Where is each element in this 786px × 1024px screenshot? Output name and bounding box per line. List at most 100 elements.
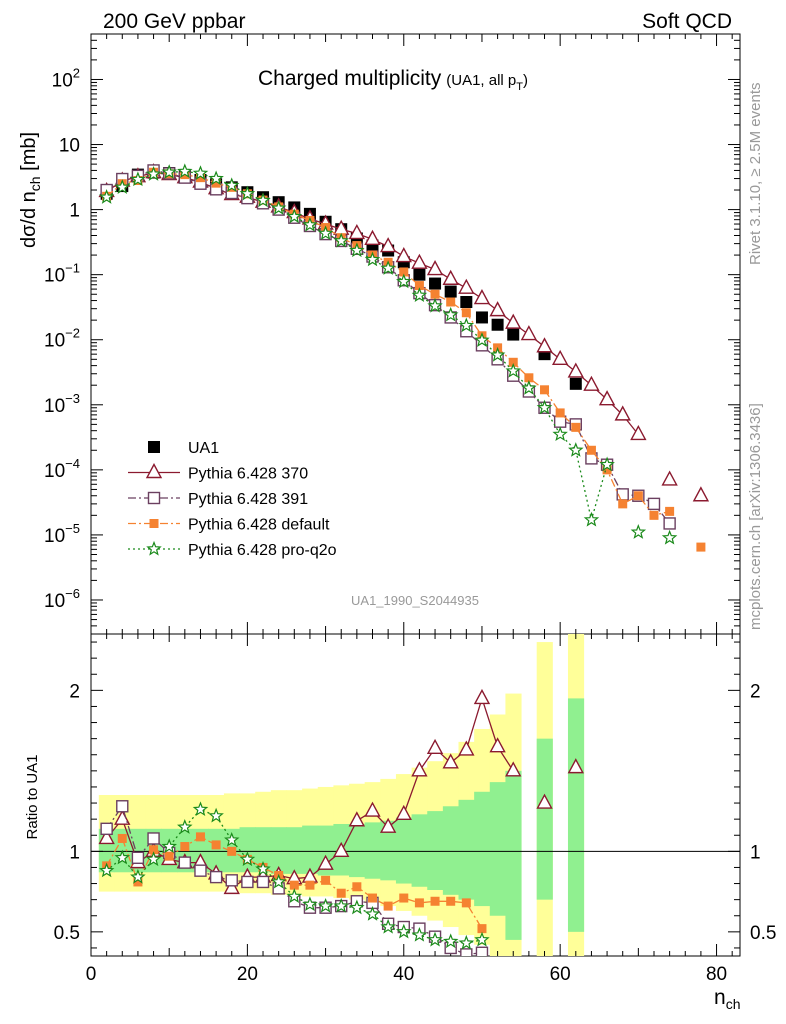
ratio-data-point xyxy=(192,801,209,817)
legend-label: Pythia 6.428 370 xyxy=(188,466,308,483)
main-data-point xyxy=(661,529,678,545)
ratio-band-inner xyxy=(286,827,303,874)
plot-title: Charged multiplicity (UA1, all pT) xyxy=(258,67,528,93)
main-data-point xyxy=(473,289,491,305)
ratio-data-point xyxy=(100,822,113,836)
ratio-data-point xyxy=(536,793,553,809)
legend-label: Pythia 6.428 pro-q2o xyxy=(188,542,337,559)
header-left: 200 GeV ppbar xyxy=(103,10,245,33)
main-data-point xyxy=(317,225,334,241)
main-y-tick-label: 10 xyxy=(59,136,80,157)
main-data-point xyxy=(302,216,318,232)
main-data-point xyxy=(586,445,596,455)
main-data-point xyxy=(426,260,444,276)
ratio-band-inner xyxy=(505,770,522,940)
ratio-band-inner xyxy=(411,814,428,887)
main-data-point xyxy=(286,208,303,224)
legend-marker xyxy=(148,441,160,453)
main-y-axis-label: dσ/d nch [mb] xyxy=(18,132,43,248)
ratio-data-point xyxy=(211,840,221,850)
ratio-data-point xyxy=(336,888,346,898)
legend: UA1 Pythia 6.428 370 Pythia 6.428 391 Pythi… xyxy=(128,440,337,559)
main-data-point xyxy=(414,281,424,291)
main-data-point xyxy=(444,285,457,298)
main-y-tick-label: 1 xyxy=(69,201,80,222)
ratio-data-point xyxy=(164,851,174,861)
main-data-point xyxy=(602,465,612,475)
main-data-point xyxy=(446,297,456,307)
main-data-point xyxy=(614,405,631,421)
x-tick-label: 40 xyxy=(393,964,414,985)
ratio-data-point xyxy=(333,897,349,913)
ratio-data-point xyxy=(147,832,160,845)
main-y-tick-label: 10−5 xyxy=(44,521,80,547)
ratio-band-inner xyxy=(270,827,287,874)
main-data-point xyxy=(211,178,221,188)
main-data-point xyxy=(177,163,193,179)
main-data-point xyxy=(380,260,396,275)
main-data-point xyxy=(553,415,567,428)
ratio-data-point xyxy=(379,817,397,833)
ratio-data-point xyxy=(352,882,362,892)
main-data-point xyxy=(521,380,537,395)
ratio-data-point xyxy=(208,807,224,823)
ratio-y-tick-label: 2 xyxy=(69,681,80,702)
ratio-data-point xyxy=(383,901,393,911)
main-data-point xyxy=(555,408,565,418)
x-axis-label: nch xyxy=(714,986,740,1012)
ratio-band-inner xyxy=(395,817,413,884)
x-tick-label: 60 xyxy=(550,964,571,985)
main-data-point xyxy=(475,311,488,324)
ratio-data-point xyxy=(289,880,299,890)
ratio-data-point xyxy=(349,899,365,915)
main-data-point xyxy=(427,297,443,313)
main-data-point xyxy=(429,277,442,290)
ratio-series xyxy=(98,688,584,956)
main-data-point xyxy=(442,269,459,285)
main-y-tick-label: 102 xyxy=(52,65,80,91)
ratio-data-point xyxy=(223,878,240,895)
ratio-data-point xyxy=(430,896,440,906)
ratio-y-tick-label: 1 xyxy=(69,842,80,863)
main-data-point xyxy=(696,542,706,552)
main-y-tick-label: 10−4 xyxy=(44,456,80,482)
main-data-point xyxy=(692,486,710,502)
ratio-band-inner xyxy=(536,738,553,900)
main-data-point xyxy=(489,301,506,317)
main-data-point xyxy=(130,171,146,187)
ratio-data-point xyxy=(317,897,334,913)
main-series-line xyxy=(107,172,670,538)
main-data-point xyxy=(348,223,366,240)
main-data-point xyxy=(663,517,676,530)
main-data-point xyxy=(505,313,522,329)
ratio-y-axis-label: Ratio to UA1 xyxy=(24,754,41,839)
main-data-point xyxy=(647,497,661,511)
ratio-data-point xyxy=(98,862,115,878)
main-data-point xyxy=(571,422,581,432)
ratio-data-point xyxy=(473,688,491,705)
ratio-data-point xyxy=(348,811,366,827)
main-data-point xyxy=(413,268,426,281)
ratio-data-point xyxy=(117,833,127,843)
ratio-data-point xyxy=(149,845,159,855)
ratio-data-point xyxy=(178,856,192,869)
main-data-point xyxy=(567,362,584,378)
ratio-data-point xyxy=(116,800,129,813)
ratio-data-point xyxy=(460,948,473,956)
svg-text:dσ/d nch [mb]: dσ/d nch [mb] xyxy=(18,132,43,248)
main-data-point xyxy=(255,192,271,208)
ratio-y-tick-label-right: 2 xyxy=(750,681,761,702)
legend-label: Pythia 6.428 391 xyxy=(188,491,308,508)
ratio-data-point xyxy=(567,758,584,774)
ratio-data-point xyxy=(395,804,412,821)
main-data-point xyxy=(411,287,428,303)
main-data-point xyxy=(364,229,381,245)
main-data-point xyxy=(145,166,162,181)
main-data-point xyxy=(98,189,115,204)
main-data-point xyxy=(460,296,473,309)
main-data-point xyxy=(583,375,600,391)
ratio-data-point xyxy=(367,893,377,903)
main-data-point xyxy=(540,385,550,395)
rivet-info: Rivet 3.1.10, ≥ 2.5M events xyxy=(747,83,764,266)
